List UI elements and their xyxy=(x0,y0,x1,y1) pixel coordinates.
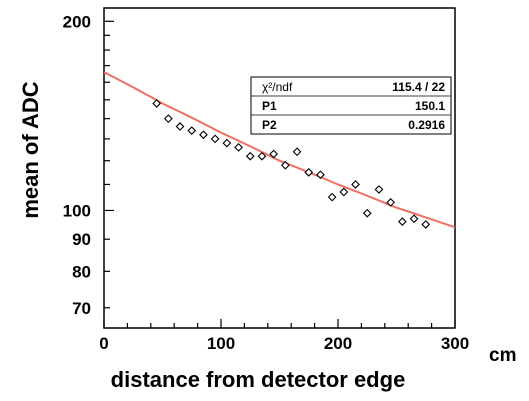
data-point xyxy=(316,170,325,180)
y-tick-label: 70 xyxy=(72,299,91,318)
y-tick-label: 90 xyxy=(72,230,91,249)
x-tick-label: 200 xyxy=(324,334,352,353)
data-point xyxy=(187,126,197,135)
data-point xyxy=(152,99,162,108)
data-point xyxy=(351,180,360,189)
stats-p2-value: 0.2916 xyxy=(408,118,445,132)
fit-stats-box: χ²/ndf 115.4 / 22 P1 150.1 P2 0.2916 xyxy=(250,76,452,135)
data-point xyxy=(397,217,407,226)
data-point xyxy=(339,187,349,197)
x-axis-label: distance from detector edge xyxy=(111,367,406,392)
axis-tick-labels: 0 100 200 300 200 100 90 80 70 xyxy=(63,12,470,353)
data-point xyxy=(210,134,220,144)
data-point xyxy=(222,138,232,148)
data-point xyxy=(374,185,384,194)
data-point xyxy=(409,214,419,224)
stats-p2-label: P2 xyxy=(262,118,277,132)
data-point xyxy=(245,151,255,161)
data-point xyxy=(175,122,185,131)
stats-box-frame xyxy=(250,76,452,135)
x-tick-label: 300 xyxy=(441,334,469,353)
y-tick-label: 200 xyxy=(63,12,91,31)
plot-frame xyxy=(103,7,456,329)
data-point xyxy=(280,160,290,170)
data-point xyxy=(199,130,208,140)
fit-curve xyxy=(103,71,456,229)
stats-p1-label: P1 xyxy=(262,99,277,113)
data-point xyxy=(257,151,267,161)
y-axis-label: mean of ADC xyxy=(18,81,43,218)
data-point xyxy=(304,167,314,177)
data-point xyxy=(269,149,279,159)
stats-p1-value: 150.1 xyxy=(415,99,445,113)
data-point xyxy=(362,208,372,218)
stats-chi2-value: 115.4 / 22 xyxy=(392,80,445,94)
y-tick-label: 80 xyxy=(72,262,91,281)
data-point xyxy=(234,143,243,152)
y-tick-label: 100 xyxy=(63,201,91,220)
data-point xyxy=(421,220,431,229)
x-tick-label: 100 xyxy=(207,334,235,353)
data-point xyxy=(292,147,302,157)
data-point xyxy=(163,114,173,124)
axis-ticks xyxy=(103,20,456,328)
stats-chi2-label: χ²/ndf xyxy=(262,80,293,94)
x-tick-label: 0 xyxy=(99,334,108,353)
x-axis-unit-label: cm xyxy=(489,345,516,366)
data-points xyxy=(152,99,431,229)
data-point xyxy=(327,192,337,202)
data-point xyxy=(386,198,396,207)
